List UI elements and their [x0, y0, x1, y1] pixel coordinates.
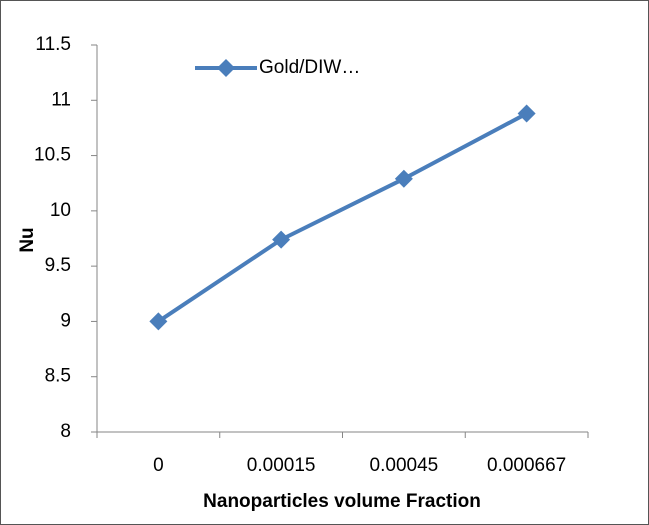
series-line — [157, 111, 528, 324]
x-tick-label: 0.00045 — [370, 455, 439, 476]
x-tick-label: 0.000667 — [487, 455, 566, 476]
y-tick-label: 9.5 — [45, 255, 71, 276]
y-tick-label: 8 — [60, 421, 71, 442]
legend-marker — [217, 59, 235, 77]
y-tick-label: 11.5 — [35, 34, 71, 55]
y-tick-label: 10.5 — [34, 145, 71, 166]
x-axis-label: Nanoparticles volume Fraction — [203, 491, 481, 512]
data-point — [517, 104, 536, 123]
y-tick-label: 11 — [51, 89, 71, 110]
legend-label: Gold/DIW… — [259, 57, 360, 78]
y-tick-label: 10 — [50, 200, 71, 221]
x-tick-label: 0.00015 — [247, 455, 316, 476]
y-axis-label: Nu — [17, 227, 38, 252]
data-point — [272, 230, 291, 249]
data-point — [394, 169, 413, 188]
y-tick-label: 9 — [60, 310, 71, 331]
x-tick-label: 0 — [153, 455, 164, 476]
y-tick-label: 8.5 — [45, 366, 71, 387]
data-point — [149, 312, 168, 331]
